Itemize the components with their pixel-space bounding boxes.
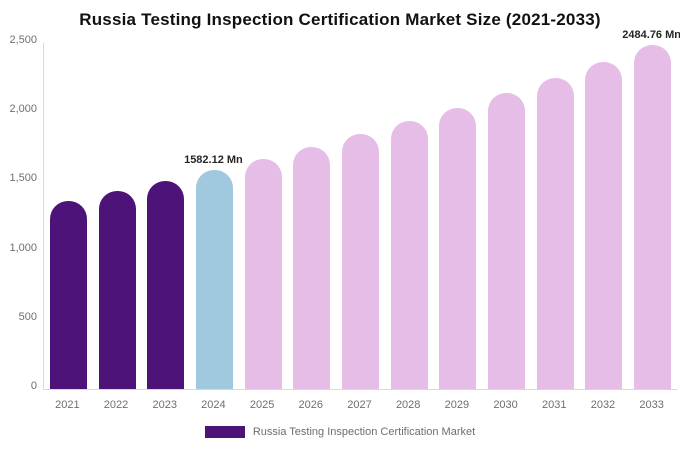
x-axis-tick-label: 2022 (103, 399, 129, 411)
bar-2023[interactable] (147, 180, 185, 389)
bar-2030[interactable] (488, 93, 526, 389)
x-axis-tick-label: 2025 (249, 399, 275, 411)
bar-2032[interactable] (585, 62, 623, 389)
x-axis-tick-label: 2027 (347, 399, 372, 411)
y-axis-tick-label: 0 (30, 380, 37, 392)
x-axis-tick-label: 2028 (395, 399, 421, 411)
x-axis-tick-label: 2021 (55, 399, 80, 411)
x-axis-tick-label: 2031 (542, 399, 567, 411)
x-axis-tick-label: 2033 (639, 399, 664, 411)
chart-title: Russia Testing Inspection Certification … (79, 10, 601, 29)
legend-label: Russia Testing Inspection Certification … (252, 426, 476, 438)
value-label-2033: 2484.76 Mn (622, 29, 680, 42)
y-axis-tick-label: 1,500 (9, 172, 37, 185)
value-label-2024: 1582.12 Mn (184, 154, 243, 167)
x-axis-tick-label: 2023 (152, 399, 177, 411)
plot-area (43, 43, 677, 390)
y-axis-tick-label: 500 (18, 310, 37, 323)
y-axis-tick-label: 2,000 (9, 103, 37, 116)
bar-2022[interactable] (98, 190, 136, 389)
bar-2024[interactable] (195, 170, 233, 389)
bar-2027[interactable] (342, 134, 379, 389)
legend[interactable]: Russia Testing Inspection Certification … (0, 426, 680, 438)
x-axis-tick-label: 2024 (201, 399, 226, 411)
x-axis-tick-label: 2030 (493, 399, 518, 411)
x-axis-tick-label: 2029 (444, 399, 470, 411)
bar-2028[interactable] (390, 121, 428, 389)
legend-swatch (204, 426, 245, 438)
bar-2021[interactable] (49, 200, 87, 389)
bar-2025[interactable] (244, 158, 282, 389)
bar-2031[interactable] (536, 78, 574, 389)
bar-2029[interactable] (439, 107, 477, 389)
bar-2026[interactable] (293, 146, 331, 389)
x-axis-tick-label: 2026 (298, 399, 324, 411)
x-axis-tick-label: 2032 (590, 399, 616, 411)
y-axis-tick-label: 1,000 (9, 241, 37, 254)
bar-2033[interactable] (634, 45, 672, 389)
y-axis-tick-label: 2,500 (9, 34, 37, 46)
